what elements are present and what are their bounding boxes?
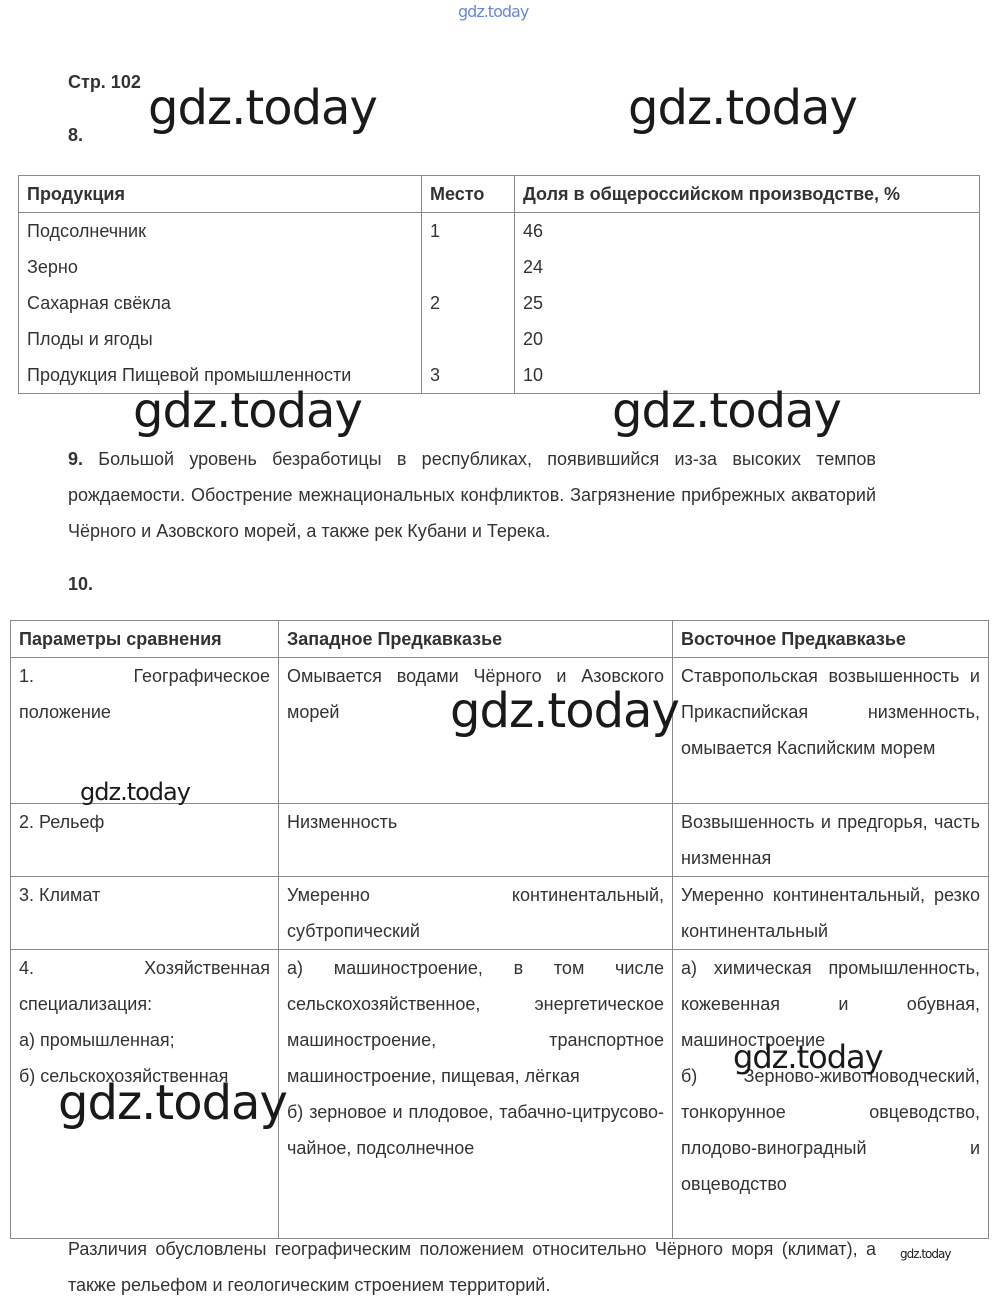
cell: 24 xyxy=(514,249,980,285)
cell-text: б) Зерново-животноводческий, тонкорунное… xyxy=(681,1066,980,1194)
row: 4. Хозяйственная специализация: а) промыш… xyxy=(10,949,989,1239)
row: 2. Рельеф Низменность Возвышенность и пред… xyxy=(10,803,989,877)
task-number: 9. xyxy=(68,449,84,469)
watermark: gdz.today xyxy=(450,683,680,739)
cell-text: Умеренно континентальный, резко континен… xyxy=(681,885,980,941)
cell: Возвышенность и предгорья, часть низменн… xyxy=(672,803,989,877)
watermark: gdz.today xyxy=(148,80,378,136)
header-cell: Продукция xyxy=(18,175,422,213)
row: Подсолнечник 1 46 xyxy=(18,212,980,249)
cell: 2. Рельеф xyxy=(10,803,279,877)
header-cell: Западное Предкавказье xyxy=(278,620,673,658)
task-text: Большой уровень безработицы в республика… xyxy=(68,449,876,541)
row: Зерно 24 xyxy=(18,249,980,285)
cell: Зерно xyxy=(18,249,422,285)
cell xyxy=(421,249,515,285)
watermark: gdz.today xyxy=(58,1075,288,1131)
cell: 3. Климат xyxy=(10,876,279,950)
cell-text: 2. Рельеф xyxy=(19,812,105,832)
row: Плоды и ягоды 20 xyxy=(18,321,980,357)
cell-text: а) промышленная; xyxy=(19,1030,175,1050)
watermark: gdz.today xyxy=(458,2,529,21)
cell: 46 xyxy=(514,212,980,249)
row: Сахарная свёкла 2 25 xyxy=(18,285,980,321)
watermark: gdz.today xyxy=(612,383,842,439)
cell: 3 xyxy=(421,357,515,394)
row: 1. Географическое положение Омывается вод… xyxy=(10,657,989,804)
cell: а) машиностроение, в том числе сельскохо… xyxy=(278,949,673,1239)
cell-text: 1. Географическое положение xyxy=(19,666,270,722)
header-row: Продукция Место Доля в общероссийском прои… xyxy=(18,175,980,213)
cell: 25 xyxy=(514,285,980,321)
cell xyxy=(421,321,515,357)
header-cell: Место xyxy=(421,175,515,213)
cell: Продукция Пищевой промышленности xyxy=(18,357,422,394)
watermark: gdz.today xyxy=(733,1038,884,1076)
cell: Плоды и ягоды xyxy=(18,321,422,357)
cell-text: Низменность xyxy=(287,812,398,832)
header-cell: Доля в общероссийском производстве, % xyxy=(514,175,980,213)
watermark: gdz.today xyxy=(80,778,191,806)
cell: Подсолнечник xyxy=(18,212,422,249)
cell-text: Умеренно континентальный, субтропический xyxy=(287,885,664,941)
comparison-table: Параметры сравнения Западное Предкавказье… xyxy=(10,620,989,1239)
cell-text: 3. Климат xyxy=(19,885,101,905)
cell: 4. Хозяйственная специализация: а) промыш… xyxy=(10,949,279,1239)
cell-text: а) химическая промышленность, кожевенная… xyxy=(681,958,980,1050)
page-number: Стр. 102 xyxy=(68,72,141,92)
task-number: 8. xyxy=(68,125,84,145)
cell: Ставропольская возвышенность и Прикаспий… xyxy=(672,657,989,804)
cell: 2 xyxy=(421,285,515,321)
cell: Умеренно континентальный, резко континен… xyxy=(672,876,989,950)
cell-text: Омывается водами Чёрного и Азовского мор… xyxy=(287,666,664,722)
conclusion: Различия обусловлены географическим поло… xyxy=(68,1239,876,1295)
task-number: 10. xyxy=(68,574,94,594)
cell-text: б) сельскохозяйственная xyxy=(19,1066,229,1086)
cell: Омывается водами Чёрного и Азовского мор… xyxy=(278,657,673,804)
task-9: 9. Большой уровень безработицы в республ… xyxy=(68,441,876,549)
production-table: Продукция Место Доля в общероссийском прои… xyxy=(18,175,980,394)
cell: 10 xyxy=(514,357,980,394)
cell: Умеренно континентальный, субтропический xyxy=(278,876,673,950)
cell: Низменность xyxy=(278,803,673,877)
cell-text: Возвышенность и предгорья, часть низменн… xyxy=(681,812,980,868)
header-cell: Параметры сравнения xyxy=(10,620,279,658)
cell-text: б) зерновое и плодовое, табачно-цитрусов… xyxy=(287,1102,664,1158)
cell: 1 xyxy=(421,212,515,249)
watermark: gdz.today xyxy=(628,80,858,136)
row: 3. Климат Умеренно континентальный, субтр… xyxy=(10,876,989,950)
watermark: gdz.today xyxy=(133,383,363,439)
cell-text: 4. Хозяйственная специализация: xyxy=(19,958,270,1014)
header-cell: Восточное Предкавказье xyxy=(672,620,989,658)
cell: Сахарная свёкла xyxy=(18,285,422,321)
cell-text: Ставропольская возвышенность и Прикаспий… xyxy=(681,666,980,758)
watermark: gdz.today xyxy=(900,1247,951,1261)
cell: а) химическая промышленность, кожевенная… xyxy=(672,949,989,1239)
cell: 20 xyxy=(514,321,980,357)
header-row: Параметры сравнения Западное Предкавказье… xyxy=(10,620,989,658)
cell-text: а) машиностроение, в том числе сельскохо… xyxy=(287,958,664,1086)
row: Продукция Пищевой промышленности 3 10 xyxy=(18,357,980,394)
cell: 1. Географическое положение xyxy=(10,657,279,804)
